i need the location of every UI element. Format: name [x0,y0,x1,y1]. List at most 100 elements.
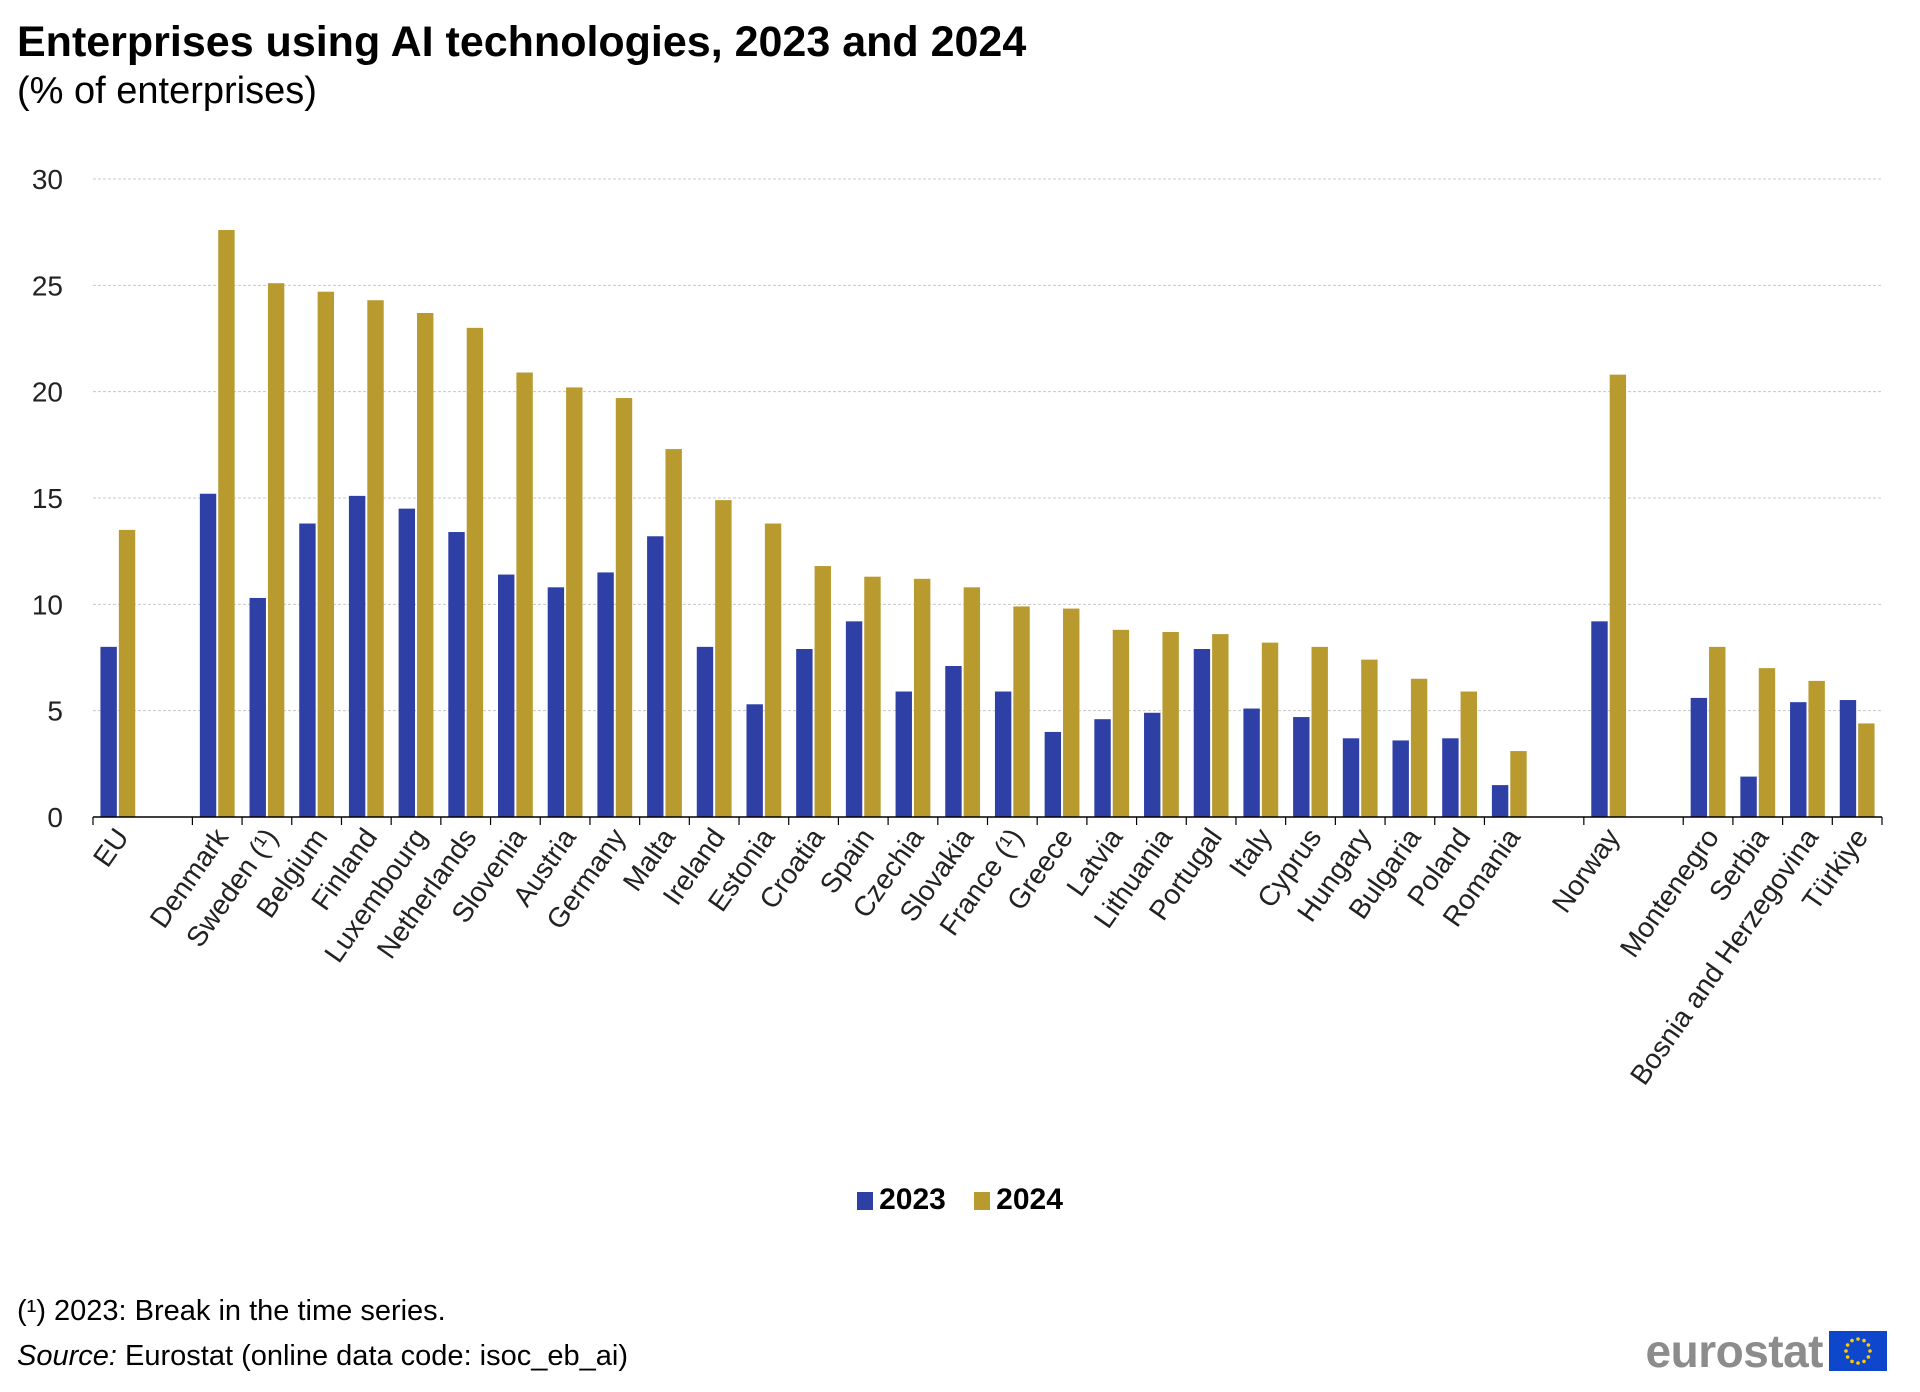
y-tick-label-0: 0 [47,802,63,833]
bar-2023-austria [547,587,565,817]
flag-star-11 [1866,1343,1871,1347]
legend-swatch-2023 [857,1192,874,1210]
bar-2024-slovakia [963,587,981,817]
y-tick-label-5: 5 [47,696,63,727]
bar-2023-bulgaria [1392,740,1409,817]
flag-star-0 [1868,1349,1872,1353]
bar-2024-spain [864,576,881,817]
bar-2024-eu [118,529,136,817]
bar-2024-austria [566,387,583,817]
bar-2024-bosnia-and-herzegovina [1808,680,1825,817]
bar-2024-czechia [913,578,931,817]
bar-2024-montenegro [1709,646,1726,817]
bar-2023-netherlands [448,532,465,817]
bar-2024-malta [665,449,682,817]
bar-2023-latvia [1094,719,1111,817]
bar-2024-belgium [317,291,335,817]
bar-2023-luxembourg [398,508,416,817]
chart-title: Enterprises using AI technologies, 2023 … [17,18,1027,66]
y-tick-label-25: 25 [32,270,63,301]
bar-2024-slovenia [516,372,533,817]
eu-flag-icon [1829,1331,1887,1371]
bar-2023-belgium [299,523,316,817]
bar-2024-latvia [1112,629,1130,817]
x-tick-label-eu: EU [87,823,135,873]
bar-2024-croatia [814,566,831,817]
flag-star-7 [1845,1343,1850,1347]
bar-2023-serbia [1740,776,1757,817]
flag-star-4 [1850,1359,1854,1364]
bar-2024-bulgaria [1410,678,1428,817]
eurostat-logo: eurostat [1646,1324,1887,1378]
legend: 2023 2024 [0,1183,1920,1217]
y-tick-label-20: 20 [32,377,63,408]
bar-2024-france [1013,606,1030,817]
legend-label-2024: 2024 [996,1183,1063,1216]
bar-2024-t-rkiye [1858,723,1875,817]
flag-star-1 [1866,1355,1871,1359]
bar-2024-portugal [1212,634,1229,817]
bar-2024-denmark [218,230,235,818]
bar-2023-france [994,691,1012,817]
bar-2023-lithuania [1144,712,1161,817]
bar-2023-poland [1442,738,1459,817]
flag-star-2 [1862,1359,1866,1364]
bar-2023-malta [647,536,664,817]
bar-2024-germany [615,398,633,817]
bar-2023-bosnia-and-herzegovina [1790,702,1807,817]
chart-subtitle: (% of enterprises) [17,70,317,112]
bar-2024-netherlands [466,327,484,817]
legend-item-2023: 2023 [857,1183,946,1217]
flag-star-6 [1844,1349,1848,1353]
bar-2023-slovakia [945,666,962,817]
x-tick-label-norway: Norway [1546,823,1626,919]
y-tick-label-30: 30 [32,164,63,195]
bar-2023-italy [1243,708,1260,817]
bar-2024-ireland [715,500,732,817]
bar-2023-hungary [1342,738,1360,817]
bar-2023-cyprus [1293,717,1310,817]
bar-2023-finland [348,495,366,817]
bar-2023-romania [1491,785,1509,817]
bar-2024-norway [1609,374,1627,817]
bar-2024-finland [367,300,384,818]
bar-2023-czechia [895,691,912,817]
bar-2023-norway [1591,621,1608,817]
bar-2024-greece [1063,608,1080,817]
bar-2024-serbia [1758,668,1776,817]
bar-2024-luxembourg [417,312,434,817]
bar-2023-estonia [746,704,763,817]
flag-star-8 [1850,1338,1854,1343]
bar-2024-romania [1510,751,1527,817]
bar-2023-ireland [696,646,714,817]
flag-star-5 [1845,1355,1850,1359]
bar-2023-t-rkiye [1839,700,1857,817]
legend-swatch-2024 [974,1192,991,1210]
bar-2024-sweden [267,283,285,817]
bar-2024-poland [1460,691,1477,817]
bar-2023-spain [845,621,863,817]
bar-2024-cyprus [1311,646,1328,817]
bar-2023-croatia [796,648,813,817]
bar-2023-germany [597,572,614,817]
legend-label-2023: 2023 [879,1183,946,1216]
flag-star-10 [1862,1338,1866,1343]
bar-2023-denmark [199,493,217,817]
bar-2024-lithuania [1162,631,1179,817]
bar-2023-eu [100,646,117,817]
flag-star-9 [1856,1337,1860,1341]
source-text: Eurostat (online data code: isoc_eb_ai) [116,1340,628,1372]
y-tick-label-15: 15 [32,483,63,514]
bar-2024-italy [1261,642,1279,817]
source-line: Source: Eurostat (online data code: isoc… [17,1340,628,1373]
logo-text: eurostat [1645,1325,1824,1377]
source-label: Source: [17,1340,117,1372]
bar-2023-slovenia [498,574,515,817]
bar-2023-portugal [1193,648,1211,817]
y-tick-label-10: 10 [32,589,63,620]
bar-2023-sweden [249,597,266,817]
bar-2024-estonia [764,523,782,817]
bar-2023-greece [1044,731,1062,817]
bar-2024-hungary [1361,659,1378,817]
